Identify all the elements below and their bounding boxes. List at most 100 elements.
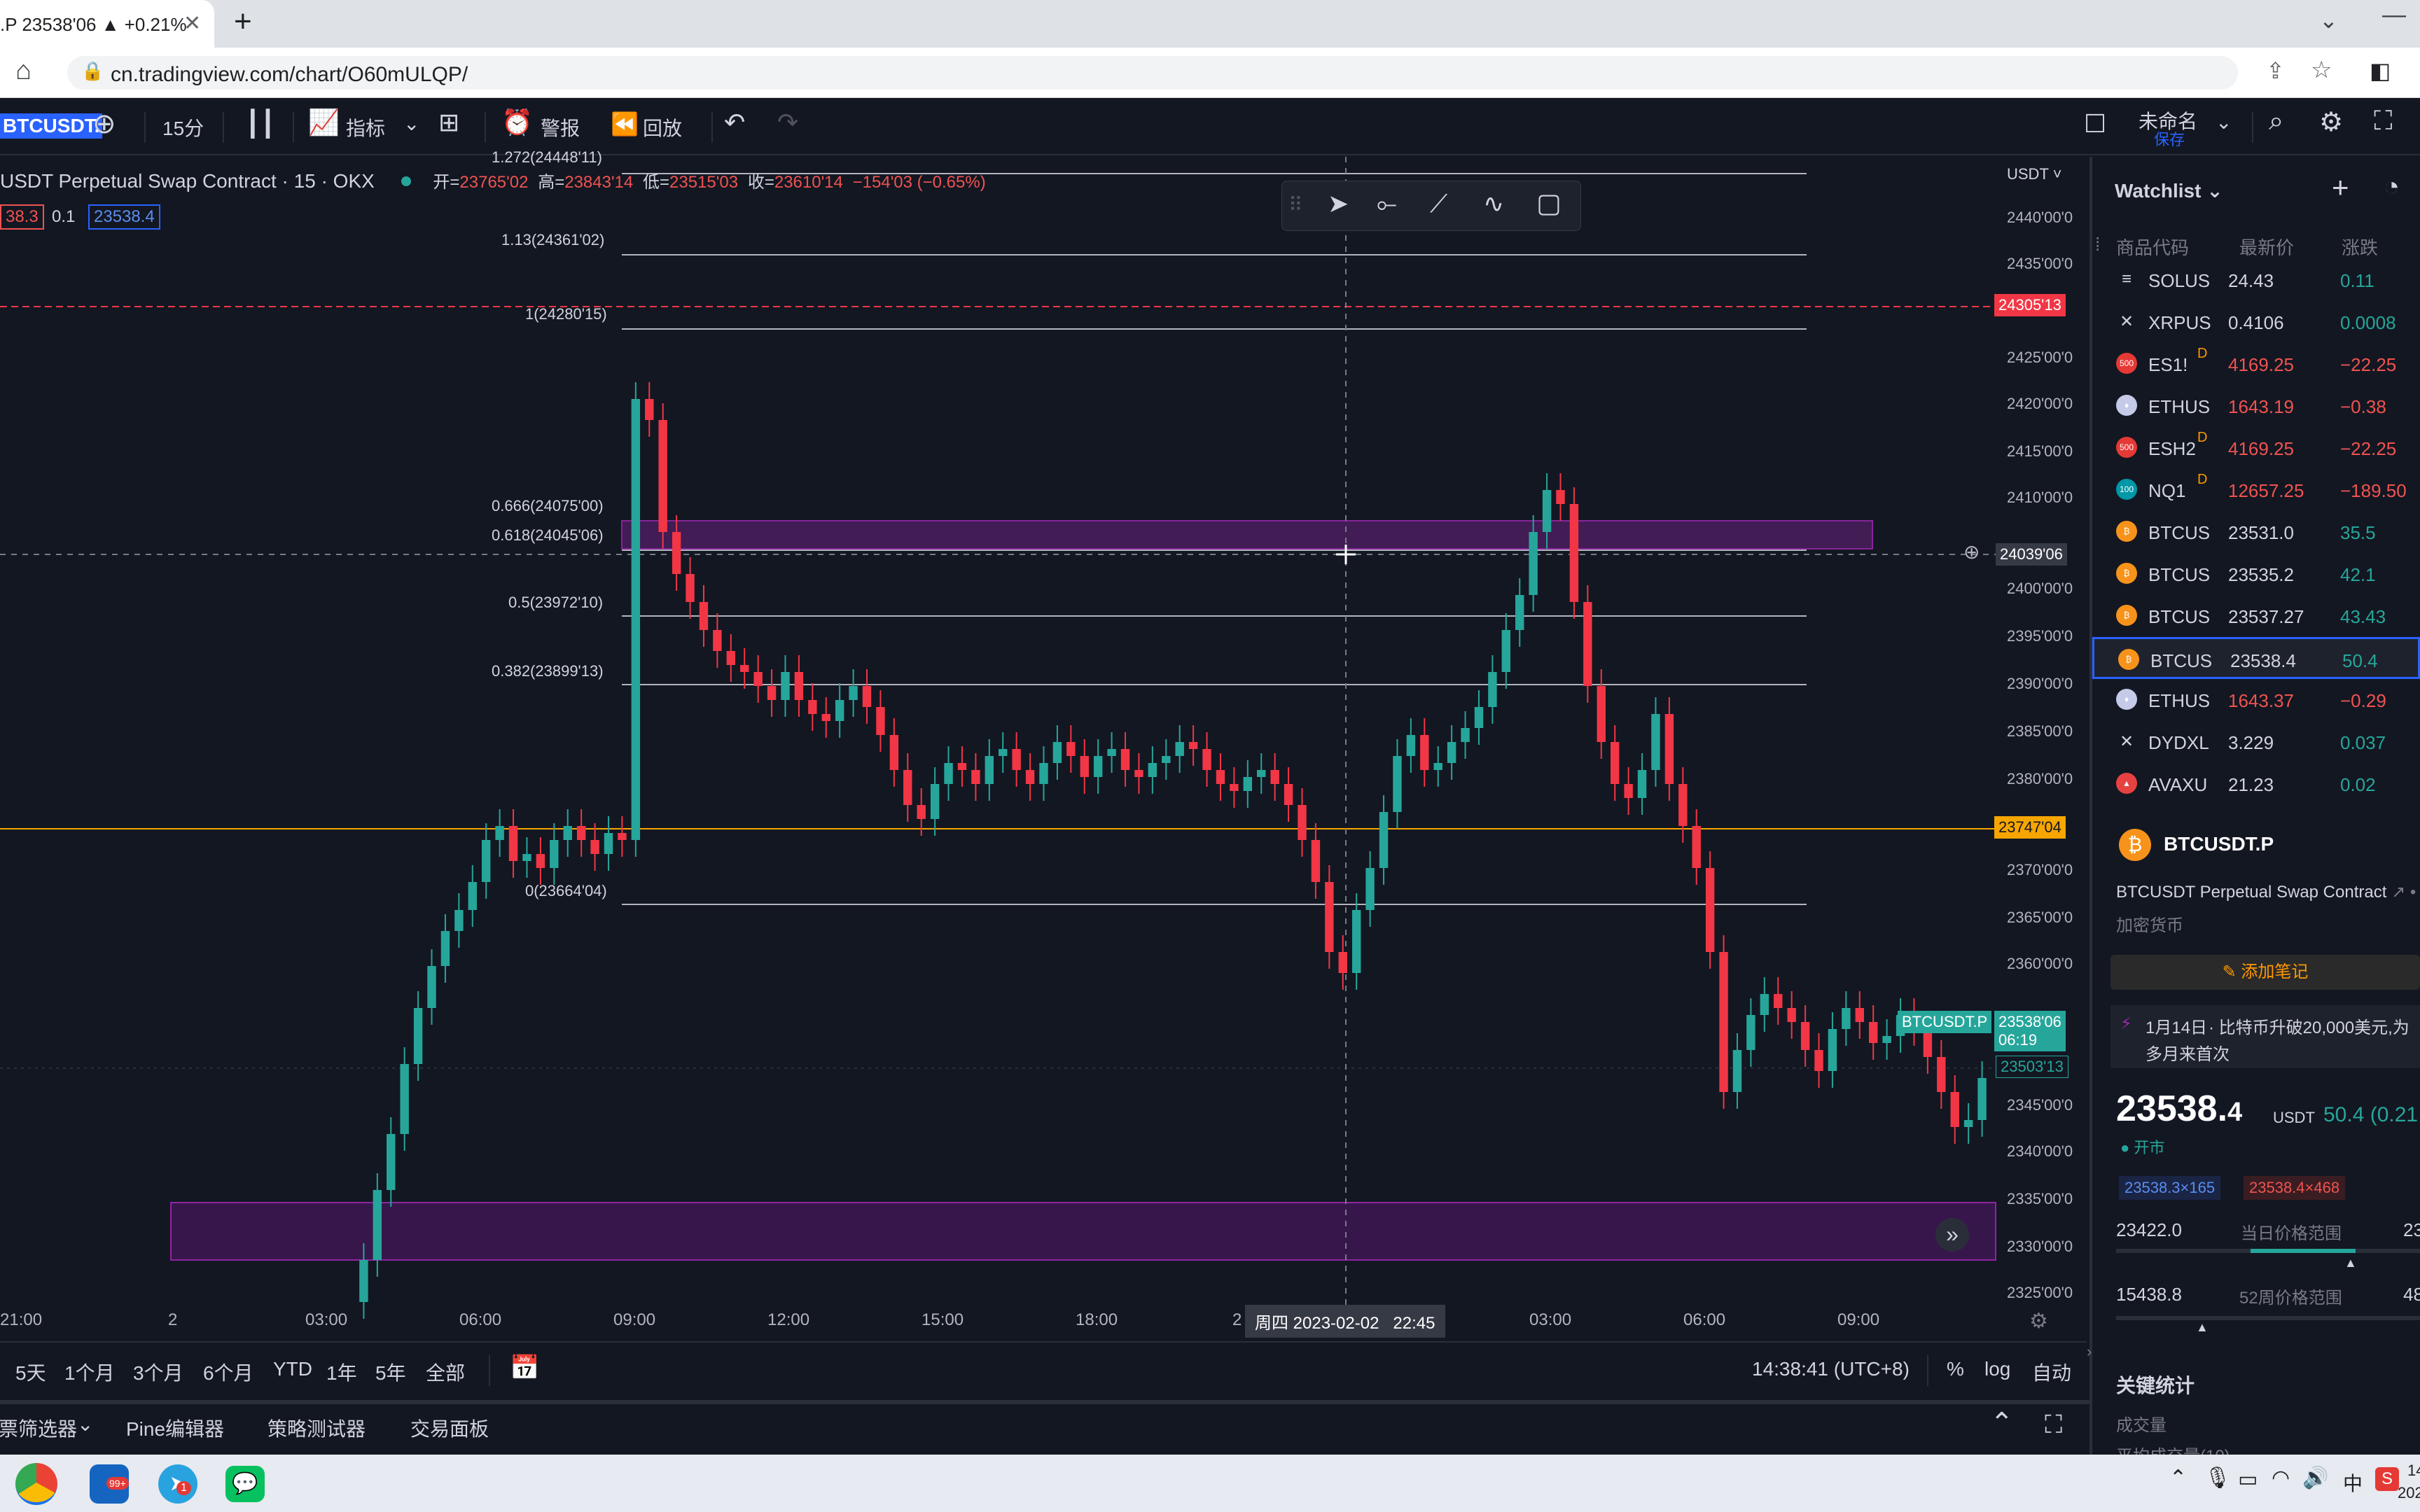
display-icon[interactable]: ▭ [2238, 1468, 2258, 1491]
watchlist-row[interactable]: ₿ BTCUS 23538.4 50.4 [2092, 637, 2420, 679]
axis-settings-icon[interactable]: ⚙ [2029, 1310, 2048, 1333]
layout-square-icon[interactable]: ☐ [2084, 109, 2107, 138]
details-category[interactable]: 加密货币 [2116, 916, 2183, 935]
replay-button[interactable]: 回放 [643, 118, 683, 139]
templates-grid-icon[interactable]: ⊞ [438, 108, 460, 136]
add-alert-plus-icon[interactable]: ⊕ [1963, 541, 1980, 563]
volume-icon[interactable]: 🔊 [2302, 1466, 2329, 1490]
alert-button[interactable]: 警报 [541, 118, 580, 139]
collapse-sidebar-icon[interactable]: › [2087, 1343, 2092, 1360]
ask-box[interactable]: 23538.4 [88, 204, 160, 230]
bid-box[interactable]: 38.3 [0, 204, 44, 230]
trend-line-icon[interactable]: ⟋ [1430, 189, 1448, 218]
sidepanel-icon[interactable]: ◧ [2370, 58, 2391, 83]
watchlist-row[interactable]: 100 NQ1 D 12657.25 −189.50 [2092, 469, 2420, 511]
tray-chevron-icon[interactable]: ⌃ [2169, 1466, 2188, 1490]
range-1m[interactable]: 1个月 [64, 1362, 115, 1384]
fib-label[interactable]: 1.13(24361'02) [501, 231, 605, 248]
header-last[interactable]: 最新价 [2239, 237, 2295, 258]
candle-type-icon[interactable]: ┃┃ [245, 109, 276, 138]
tab-close-icon[interactable]: ✕ [183, 12, 202, 35]
watchlist-row[interactable]: 500 ES1! D 4169.25 −22.25 [2092, 343, 2420, 385]
home-icon[interactable]: ⌂ [15, 56, 32, 85]
tab-strategy-tester[interactable]: 策略测试器 [267, 1418, 366, 1440]
fib-label[interactable]: 1(24280'15) [525, 305, 607, 323]
ime-s-icon[interactable]: S [2375, 1467, 2399, 1491]
log-scale-toggle[interactable]: log [1984, 1358, 2011, 1380]
ime-indicator[interactable]: 中 [2343, 1473, 2363, 1494]
auto-scale-toggle[interactable]: 自动 [2032, 1362, 2072, 1384]
bookmark-star-icon[interactable]: ☆ [2311, 57, 2332, 83]
search-icon[interactable]: ⌕ [2269, 106, 2284, 136]
clock-timezone[interactable]: 14:38:41 (UTC+8) [1752, 1358, 1910, 1380]
alert-clock-icon[interactable]: ⏰ [501, 108, 533, 136]
legend-title[interactable]: USDT Perpetual Swap Contract · 15 · OKX [0, 170, 375, 192]
details-symbol[interactable]: BTCUSDT.P [2164, 833, 2274, 855]
path-icon[interactable]: ∿ [1483, 189, 1505, 218]
watchlist-row[interactable]: ₿ BTCUS 23531.0 35.5 [2092, 511, 2420, 553]
header-change[interactable]: 涨跌 [2342, 237, 2379, 258]
watchlist-row[interactable]: ✕ XRPUS 0.4106 0.0008 [2092, 301, 2420, 343]
settings-gear-icon[interactable]: ⚙ [2319, 108, 2344, 137]
url-field[interactable]: cn.tradingview.com/chart/O60mULQP/ [67, 56, 2238, 90]
replay-icon[interactable]: ⏪ [611, 111, 639, 136]
wechat-taskbar-icon[interactable]: 💬 [225, 1466, 265, 1502]
horizontal-ray-icon[interactable]: ⟜ [1377, 189, 1397, 218]
watchlist-row[interactable]: ♦ ETHUS 1643.37 −0.29 [2092, 679, 2420, 721]
news-item[interactable]: ⚡ 1月14日 · 比特币升破20,000美元,为 多月来首次 [2110, 1005, 2420, 1068]
indicators-chevron-icon[interactable]: ⌄ [403, 113, 420, 134]
browser-tab[interactable]: .P 23538'06 ▲ +0.21% [0, 0, 214, 48]
redo-icon[interactable]: ↷ [777, 108, 799, 136]
symbol-search[interactable]: BTCUSDT. [0, 113, 103, 139]
range-all[interactable]: 全部 [426, 1362, 466, 1384]
range-3m[interactable]: 3个月 [133, 1362, 183, 1384]
maximize-panel-icon[interactable]: ⛶ [2045, 1410, 2063, 1438]
header-symbol[interactable]: 商品代码 [2116, 237, 2190, 258]
chrome-taskbar-icon[interactable] [15, 1463, 57, 1505]
range-5d[interactable]: 5天 [15, 1362, 46, 1384]
range-6m[interactable]: 6个月 [203, 1362, 253, 1384]
fullscreen-icon[interactable]: ⛶ [2374, 106, 2393, 136]
tab-pine-editor[interactable]: Pine编辑器 [126, 1418, 225, 1440]
undo-icon[interactable]: ↶ [724, 108, 746, 136]
drag-handle-icon[interactable]: ⠿ [1288, 194, 1303, 216]
fib-label[interactable]: 0.618(24045'06) [492, 526, 604, 544]
layout-chevron-icon[interactable]: ⌄ [2216, 111, 2232, 133]
watchlist-row[interactable]: ≡ SOLUS 24.43 0.11 [2092, 259, 2420, 301]
lock-icon[interactable]: 🔒 [81, 60, 104, 81]
indicators-icon[interactable]: 📈 [308, 108, 340, 136]
chart-pane[interactable] [0, 157, 2087, 1341]
price-axis-currency[interactable]: USDT ˅ [2007, 165, 2062, 183]
layout-name[interactable]: 未命名 [2139, 111, 2198, 132]
candlestick-chart[interactable] [0, 157, 2087, 1341]
watchlist-row[interactable]: ₿ BTCUS 23537.27 43.43 [2092, 595, 2420, 637]
rectangle-icon[interactable]: ▢ [1536, 189, 1562, 218]
details-name[interactable]: BTCUSDT Perpetual Swap Contract ↗ • [2116, 882, 2416, 902]
watchlist-row[interactable]: ✕ DYDXL 3.229 0.037 [2092, 721, 2420, 763]
tab-trading-panel[interactable]: 交易面板 [410, 1418, 489, 1440]
fib-label[interactable]: 0.382(23899'13) [492, 662, 604, 680]
add-symbol-plus-icon[interactable]: + [2332, 171, 2349, 204]
tab-screener[interactable]: 股票筛选器 [0, 1414, 77, 1442]
watchlist-row[interactable]: 500 ESH2 D 4169.25 −22.25 [2092, 427, 2420, 469]
interval-button[interactable]: 15分 [162, 118, 204, 139]
watchlist-row[interactable]: ♦ ETHUS 1643.19 −0.38 [2092, 385, 2420, 427]
tab-list-chevron-icon[interactable]: ⌄ [2319, 8, 2338, 33]
fib-label[interactable]: 0.666(24075'00) [492, 497, 604, 514]
fib-label[interactable]: 0.5(23972'10) [508, 594, 604, 611]
range-5y[interactable]: 5年 [375, 1362, 406, 1384]
fib-label[interactable]: 0(23664'04) [525, 882, 607, 899]
tab-screener-chevron-icon[interactable]: ⌄ [77, 1413, 94, 1435]
taskbar-time[interactable]: 14 [2407, 1462, 2420, 1479]
taskbar-date[interactable]: 202 [2398, 1484, 2420, 1502]
cursor-arrow-icon[interactable]: ➤ [1328, 189, 1349, 218]
add-note-button[interactable]: ✎ 添加笔记 [2110, 955, 2420, 990]
share-icon[interactable]: ⇪ [2266, 58, 2285, 83]
new-tab-button[interactable]: + [234, 4, 252, 38]
range-ytd[interactable]: YTD [273, 1358, 312, 1380]
scroll-right-icon[interactable]: » [1935, 1218, 1969, 1252]
indicators-button[interactable]: 指标 [346, 118, 386, 139]
watchlist-clock-icon[interactable]: ◔ [2384, 172, 2400, 202]
minimize-icon[interactable]: — [2382, 1, 2406, 28]
watchlist-row[interactable]: ₿ BTCUS 23535.2 42.1 [2092, 553, 2420, 595]
